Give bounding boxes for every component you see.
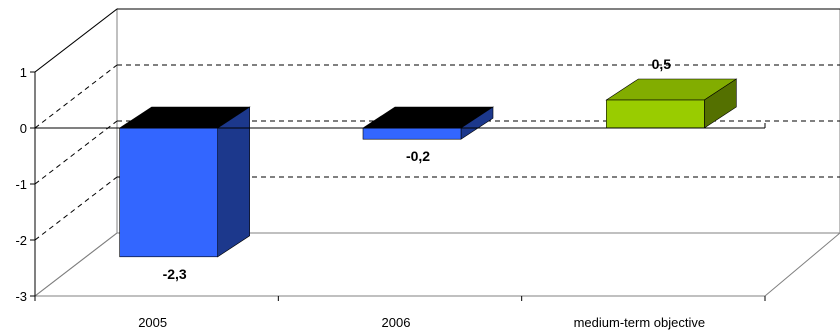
- y-tick-label: 1: [20, 65, 27, 80]
- bar-front-face: [362, 127, 462, 140]
- y-tick-label: -2: [15, 233, 27, 248]
- gridline-wall: [34, 120, 118, 185]
- data-label: -0,2: [406, 148, 430, 164]
- bars: [118, 78, 738, 258]
- left-wall: [34, 7, 118, 298]
- category-label: 2006: [382, 315, 411, 330]
- category-label: 2005: [138, 315, 167, 330]
- bar-side-face: [217, 106, 250, 258]
- gridline-wall: [34, 8, 118, 73]
- y-tick-label: -1: [15, 177, 27, 192]
- bar-2005: [118, 106, 251, 258]
- data-label: 0,5: [652, 56, 672, 72]
- gridline-wall: [34, 176, 118, 241]
- zero-line-wall: [34, 64, 118, 129]
- y-axis-ticks: -3 -2 -1 0 1: [15, 65, 766, 304]
- data-label: -2,3: [163, 266, 187, 282]
- y-tick-label: 0: [20, 121, 27, 136]
- bar-front-face: [119, 127, 218, 258]
- y-tick-label: -3: [15, 289, 27, 304]
- bar-medium-term-objective: [605, 78, 738, 129]
- category-label: medium-term objective: [574, 315, 706, 330]
- bar-2006: [361, 106, 495, 140]
- bar-front-face: [606, 99, 705, 129]
- labels: -2,3 2005 -0,2 2006 0,5 medium-term objective: [35, 56, 766, 330]
